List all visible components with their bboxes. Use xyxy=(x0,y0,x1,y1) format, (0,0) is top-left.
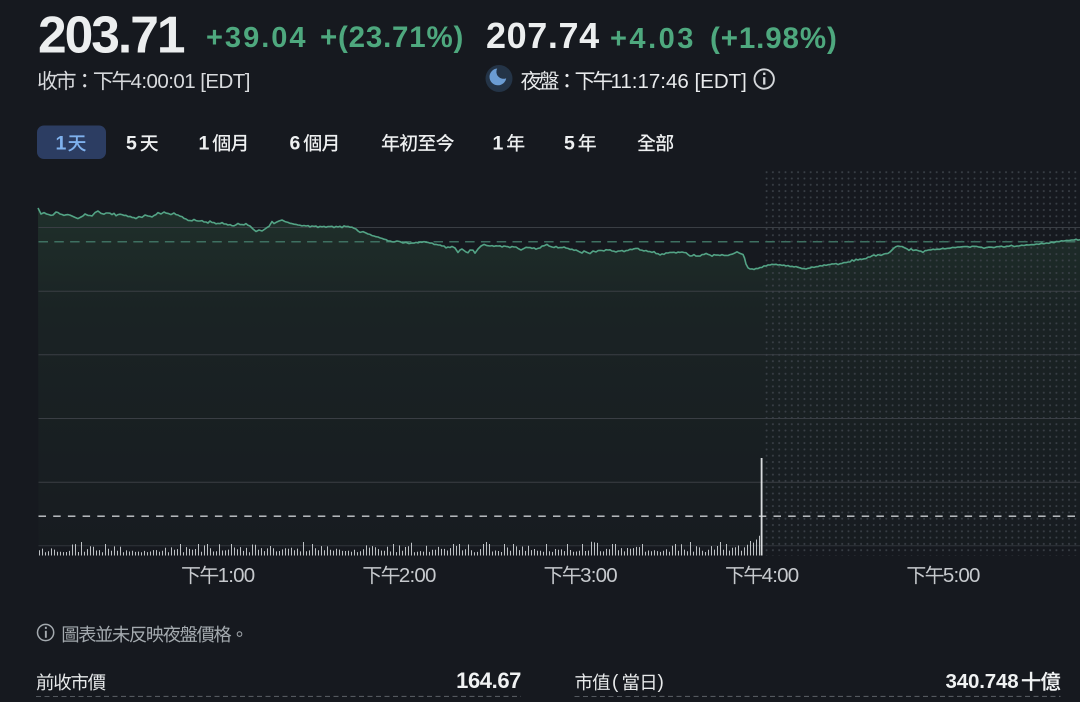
svg-text:+(23.71%): +(23.71%) xyxy=(320,21,464,54)
svg-text:(: ( xyxy=(612,672,619,693)
svg-text:5:00: 5:00 xyxy=(943,564,980,587)
svg-text:1: 1 xyxy=(199,133,210,155)
svg-text:6: 6 xyxy=(290,133,301,155)
svg-text:1: 1 xyxy=(56,133,67,155)
svg-text:3:00: 3:00 xyxy=(580,564,617,587)
svg-text:+4.03: +4.03 xyxy=(610,23,696,55)
svg-text:4:00:01 [EDT]: 4:00:01 [EDT] xyxy=(131,70,250,93)
svg-text:(+1.98%): (+1.98%) xyxy=(710,22,838,55)
svg-text:5: 5 xyxy=(126,133,137,155)
svg-text:203.71: 203.71 xyxy=(38,6,185,64)
svg-text:1: 1 xyxy=(493,133,504,155)
svg-text:340.748: 340.748 xyxy=(945,670,1018,693)
svg-text:5: 5 xyxy=(564,133,575,155)
svg-text:11:17:46 [EDT]: 11:17:46 [EDT] xyxy=(611,70,747,93)
svg-text:2:00: 2:00 xyxy=(399,564,436,587)
svg-text:): ) xyxy=(658,672,664,693)
svg-text:1:00: 1:00 xyxy=(218,564,255,587)
svg-text:+39.04: +39.04 xyxy=(206,22,308,54)
svg-text:164.67: 164.67 xyxy=(456,668,521,693)
svg-text:207.74: 207.74 xyxy=(486,15,600,56)
svg-text:4:00: 4:00 xyxy=(762,564,799,587)
